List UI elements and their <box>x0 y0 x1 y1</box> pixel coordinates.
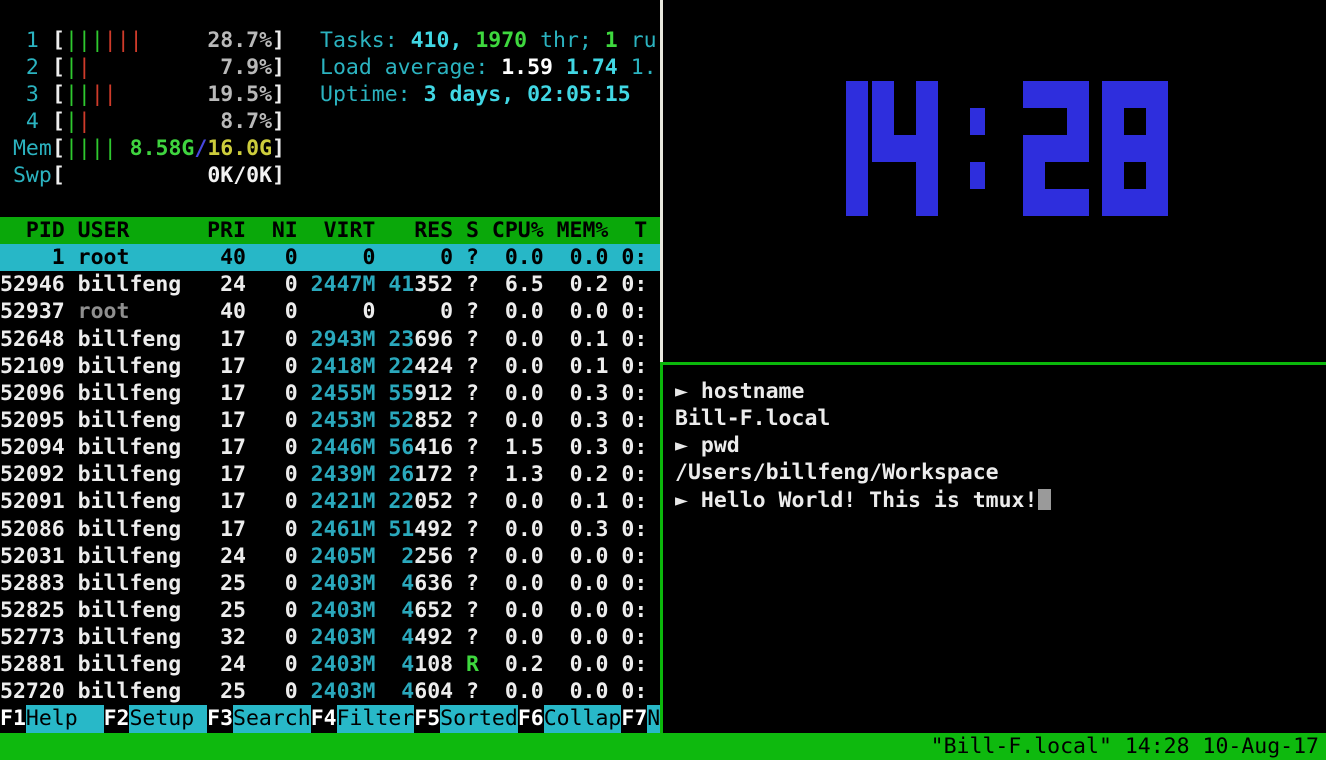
process-row[interactable]: 52092 billfeng 17 0 2439M 26172 ? 1.3 0.… <box>0 462 648 488</box>
terminal-output: ► hostname Bill-F.local ► pwd/Users/billfe… <box>675 378 1320 514</box>
cpu-bars-low: | <box>64 55 78 80</box>
process-row[interactable]: 52031 billfeng 24 0 2405M 2256 ? 0.0 0.0… <box>0 543 648 569</box>
fkey-f4-filter[interactable]: F4 Filter <box>310 705 415 733</box>
process-row[interactable]: 52773 billfeng 32 0 2403M 4492 ? 0.0 0.0… <box>0 625 648 651</box>
process-row[interactable]: 52648 billfeng 17 0 2943M 23696 ? 0.0 0.… <box>0 326 648 352</box>
fkey-f6-collap[interactable]: F6 Collap <box>517 705 622 733</box>
meter-label: 4 <box>0 109 39 134</box>
cpu-meter-value: 19.5% <box>207 82 273 107</box>
cpu-bars-high: || <box>90 82 117 107</box>
status-right: "Bill-F.local" 14:28 10-Aug-17 <box>930 734 1319 759</box>
process-row[interactable]: 52095 billfeng 17 0 2453M 52852 ? 0.0 0.… <box>0 407 648 433</box>
tasks-line: Tasks: 410, 1970 thr; 1 ru <box>320 28 657 53</box>
terminal-line: ► hostname <box>675 379 805 404</box>
text-cursor <box>1038 488 1052 510</box>
process-row[interactable]: 1 root 40 0 0 0 ? 0.0 0.0 0: <box>0 244 661 272</box>
memory-used-value: 8.58G <box>129 136 195 161</box>
process-row[interactable]: 52109 billfeng 17 0 2418M 22424 ? 0.0 0.… <box>0 353 648 379</box>
cpu-bars-high: | <box>77 109 91 134</box>
process-row[interactable]: 52937 root 40 0 0 0 ? 0.0 0.0 0: <box>0 299 648 325</box>
cpu1-meter: 1[|||||| 28.7%] <box>0 28 285 53</box>
htop-summary: Tasks: 410, 1970 thr; 1 ru Load average: … <box>320 27 657 108</box>
swap-meter: Swp[0K/0K] <box>0 163 285 188</box>
swap-meter-value: 0K/0K <box>207 163 273 188</box>
fkey-f7-n[interactable]: F7 N <box>621 705 661 733</box>
memory-bars: |||| <box>64 136 117 161</box>
clock-pane[interactable] <box>663 0 1326 362</box>
cpu-meter-value: 8.7% <box>220 109 273 134</box>
pane-border-horizontal-green[interactable] <box>660 362 1326 365</box>
load-average-line: Load average: 1.59 1.74 1. <box>320 55 657 81</box>
pane-border-vertical-green[interactable] <box>660 362 663 733</box>
uptime-line: Uptime: 3 days, 02:05:15 <box>320 82 631 108</box>
process-row[interactable]: 52946 billfeng 24 0 2447M 41352 ? 6.5 0.… <box>0 272 648 298</box>
cpu3-meter: 3[|||| 19.5%] <box>0 82 285 107</box>
process-row[interactable]: 52883 billfeng 25 0 2403M 4636 ? 0.0 0.0… <box>0 570 648 596</box>
cpu-bars-high: ||| <box>103 28 143 53</box>
cpu-bars-low: || <box>64 82 91 107</box>
meter-label: 3 <box>0 82 39 107</box>
process-row[interactable]: 52825 billfeng 25 0 2403M 4652 ? 0.0 0.0… <box>0 597 648 623</box>
htop-function-key-bar: F1 Help F2 Setup F3 Search F4 Filter F5 Sorted F… <box>0 705 661 733</box>
cpu-bars-low: ||| <box>64 28 104 53</box>
cpu4-meter: 4[|| 8.7%] <box>0 109 285 134</box>
process-row[interactable]: 52094 billfeng 17 0 2446M 56416 ? 1.5 0.… <box>0 435 648 461</box>
cpu2-meter: 2[|| 7.9%] <box>0 55 285 80</box>
cpu-meter-value: 7.9% <box>220 55 273 80</box>
process-row[interactable]: 52091 billfeng 17 0 2421M 22052 ? 0.0 0.… <box>0 489 648 515</box>
pane-border-vertical-white[interactable] <box>660 0 663 362</box>
meter-label: Mem <box>0 136 52 161</box>
terminal-line: ► Hello World! This is tmux! <box>675 487 1320 514</box>
memory-meter: Mem[|||| 8.58G/16.0G] <box>0 136 285 161</box>
fkey-f5-sorted[interactable]: F5 Sorted <box>414 705 518 733</box>
cpu-meter-value: 28.7% <box>207 28 273 53</box>
tmux-status-bar: [0] 0:bash 1:bash 2:bash- 3:bash* "Bill-… <box>0 733 1326 760</box>
prompt-arrow-icon: ► <box>675 433 701 459</box>
fkey-f3-search[interactable]: F3 Search <box>207 705 311 733</box>
process-row[interactable]: 52720 billfeng 25 0 2403M 4604 ? 0.0 0.0… <box>0 679 648 705</box>
htop-pane[interactable]: 1[|||||| 28.7%] 2[|| 7.9%] 3[|||| 19.5%] 4[… <box>0 0 661 733</box>
prompt-arrow-icon: ► <box>675 379 701 404</box>
fkey-f1-help[interactable]: F1 Help <box>0 705 104 733</box>
meter-label: 1 <box>0 28 39 53</box>
memory-total-value: 16.0G <box>207 136 273 161</box>
process-table: PID USER PRI NI VIRT RES S CPU% MEM% T 1… <box>0 217 661 706</box>
process-row[interactable]: 52086 billfeng 17 0 2461M 51492 ? 0.0 0.… <box>0 516 648 542</box>
fkey-f2-setup[interactable]: F2 Setup <box>103 705 208 733</box>
process-row[interactable]: 52881 billfeng 24 0 2403M 4108 R 0.2 0.0… <box>0 652 648 678</box>
prompt-arrow-icon: ► <box>675 487 701 513</box>
meter-label: 2 <box>0 55 39 80</box>
terminal-line: Bill-F.local <box>675 406 831 432</box>
terminal-line: ► pwd <box>675 433 740 459</box>
cpu-bars-low: | <box>64 109 78 134</box>
cpu-bars-high: | <box>77 55 91 80</box>
process-table-header[interactable]: PID USER PRI NI VIRT RES S CPU% MEM% T <box>0 217 661 245</box>
process-row[interactable]: 52096 billfeng 17 0 2455M 55912 ? 0.0 0.… <box>0 380 648 406</box>
terminal-line: /Users/billfeng/Workspace <box>675 460 999 486</box>
htop-meters: 1[|||||| 28.7%] 2[|| 7.9%] 3[|||| 19.5%] 4[… <box>0 27 300 189</box>
meter-label: Swp <box>0 163 52 188</box>
